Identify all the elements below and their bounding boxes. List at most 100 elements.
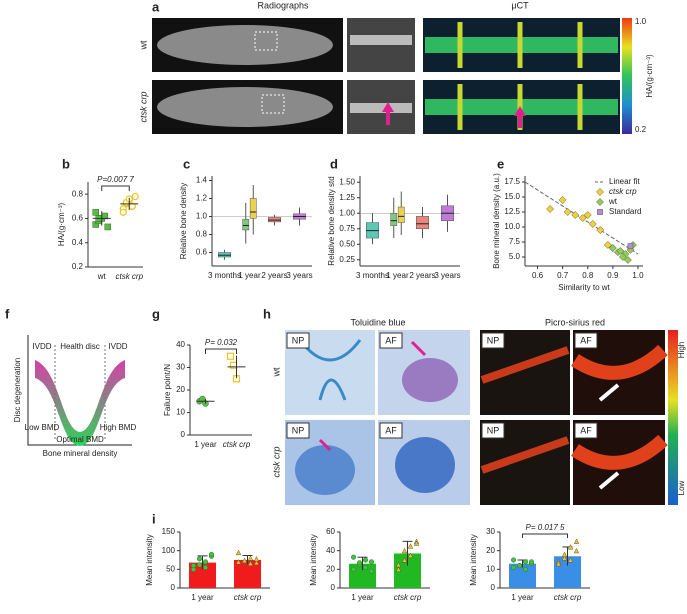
point (104, 223, 111, 231)
point (226, 352, 235, 360)
point (608, 244, 617, 252)
y-tick-label: 1.2 (196, 194, 208, 203)
y-tick-label: 20 (486, 546, 495, 555)
axis-label: Bone mineral density (43, 449, 118, 458)
tile-label-box (481, 422, 505, 439)
x-tick-label: 3 years (286, 271, 312, 280)
y-tick-label: 1.00 (339, 208, 355, 217)
point (546, 205, 555, 213)
point (627, 243, 634, 250)
point (567, 557, 574, 563)
x-tick-label: 0.7 (557, 271, 569, 280)
point (583, 211, 592, 219)
tile-label-box (481, 332, 505, 349)
tile-label-box (379, 422, 403, 439)
y-tick-label: 0.6 (72, 214, 84, 223)
tile-label: AF (580, 425, 592, 435)
point (555, 560, 562, 567)
y-tick-label: 10.0 (504, 222, 520, 231)
annotation: P= 0.017 5 (526, 523, 565, 532)
x-tick-label: 0.8 (582, 271, 594, 280)
y-tick-label: 1.4 (196, 176, 208, 185)
x-tick-label: 3 years (434, 271, 460, 280)
x-tick-label: ctsk crp (554, 593, 582, 602)
point (401, 547, 408, 554)
y-tick-label: 10 (176, 408, 185, 417)
point (510, 557, 517, 563)
point (247, 560, 254, 566)
point (558, 196, 567, 204)
y-tick-label: 0 (181, 430, 186, 439)
bracket (205, 348, 237, 354)
y-tick-label: 0.8 (196, 230, 208, 239)
histology-images (285, 330, 678, 505)
point (516, 563, 523, 569)
y-tick-label: 0 (331, 583, 336, 592)
y-tick-label: 20 (176, 385, 185, 394)
x-tick-label: ctsk crp (115, 272, 143, 281)
x-tick-label: 1 year (386, 271, 409, 280)
point (253, 556, 260, 562)
y-tick-label: 60 (326, 527, 335, 536)
panel-label: d (330, 156, 338, 171)
column-header: Toluidine blue (350, 317, 405, 327)
row-label: ctsk crp (138, 91, 148, 122)
point (407, 552, 414, 558)
x-tick-label: 0.9 (607, 271, 619, 280)
point (596, 198, 604, 206)
point (196, 562, 203, 568)
point (350, 554, 357, 560)
point (573, 547, 580, 554)
point (578, 214, 587, 222)
axis-label: Mean intensity (469, 534, 478, 586)
tile-label: AF (385, 335, 397, 345)
point (235, 559, 242, 565)
tile-label-box (286, 422, 310, 439)
zone-label: IVDD (32, 342, 51, 351)
panel-label: c (183, 156, 190, 171)
y-tick-label: 0.8 (72, 189, 84, 198)
x-tick-label: 1 year (194, 440, 217, 449)
box (416, 216, 429, 230)
point (92, 209, 99, 216)
legend-label: Standard (609, 207, 641, 216)
x-tick-label: 1 year (238, 271, 261, 280)
colorbar-title: HA/(g·cm⁻³) (645, 54, 654, 98)
tile-label: NP (487, 425, 500, 435)
radiograph-images (152, 18, 415, 134)
panel-label: f (5, 306, 10, 321)
axis-label: Mean intensity (145, 534, 154, 586)
point (603, 241, 612, 249)
annotation: P=0.007 7 (97, 175, 134, 184)
y-tick-label: 50 (166, 564, 175, 573)
point (196, 556, 203, 562)
point (618, 253, 627, 261)
tile-label: AF (580, 335, 592, 345)
x-tick-label: 3 months (356, 271, 389, 280)
x-tick-label: ctsk crp (234, 593, 262, 602)
microct-images (423, 18, 632, 134)
point (362, 564, 369, 571)
axis-label: HA/(g·cm⁻³) (57, 203, 66, 247)
bracket (522, 533, 568, 538)
panel-label: a (152, 0, 160, 14)
annotation: P= 0.032 (205, 338, 238, 347)
y-tick-label: 0.25 (339, 255, 355, 264)
point (571, 211, 580, 219)
y-tick-label: 17.5 (504, 177, 520, 186)
row-label: wt (271, 367, 281, 377)
y-tick-label: 30 (486, 527, 495, 536)
tile-label-box (286, 332, 310, 349)
column-header: μCT (511, 0, 529, 10)
y-tick-label: 0.50 (339, 239, 355, 248)
column-header: Picro-sirius red (545, 317, 605, 327)
point (597, 209, 603, 215)
x-tick-label: ctsk crp (223, 440, 251, 449)
point (350, 566, 357, 572)
colorbar-label: Low (677, 480, 686, 495)
panel-label: b (62, 156, 70, 171)
x-tick-label: 2 years (409, 271, 435, 280)
y-tick-label: 0.75 (339, 224, 355, 233)
point (131, 192, 139, 201)
